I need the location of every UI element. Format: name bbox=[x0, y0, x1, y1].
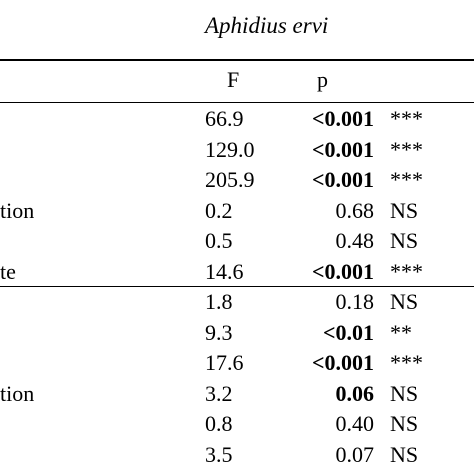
p-value: 0.68 bbox=[335, 197, 375, 223]
table-row: 17.6 <0.001 *** bbox=[0, 348, 474, 379]
significance-marker: *** bbox=[390, 258, 423, 284]
p-value: <0.001 bbox=[311, 136, 374, 162]
table-title: Aphidius ervi bbox=[205, 13, 329, 38]
p-value: 0.07 bbox=[335, 441, 375, 467]
p-value: <0.001 bbox=[311, 167, 374, 192]
f-value: 14.6 bbox=[205, 258, 244, 284]
significance-marker: NS bbox=[390, 197, 419, 223]
f-value: 17.6 bbox=[205, 350, 244, 375]
significance-marker: *** bbox=[390, 167, 423, 192]
table-row: tion 3.2 0.06 NS bbox=[0, 379, 474, 410]
p-value: <0.01 bbox=[322, 319, 374, 345]
f-value: 9.3 bbox=[205, 319, 233, 345]
significance-marker: *** bbox=[390, 136, 423, 162]
column-header-f: F bbox=[227, 67, 240, 92]
row-label: te bbox=[0, 258, 16, 284]
significance-marker: NS bbox=[390, 289, 419, 314]
p-value: <0.001 bbox=[311, 350, 374, 375]
significance-marker: NS bbox=[390, 411, 419, 436]
row-label: tion bbox=[0, 197, 35, 223]
significance-marker: *** bbox=[390, 106, 423, 131]
f-value: 0.5 bbox=[205, 228, 233, 253]
f-value: 0.2 bbox=[205, 197, 233, 223]
f-value: 3.2 bbox=[205, 380, 233, 406]
f-value: 129.0 bbox=[205, 136, 255, 162]
table-row: te 14.6 <0.001 *** bbox=[0, 257, 474, 288]
f-value: 1.8 bbox=[205, 289, 233, 314]
table-row: 1.8 0.18 NS bbox=[0, 287, 474, 318]
p-value: <0.001 bbox=[311, 106, 374, 131]
significance-marker: ** bbox=[390, 319, 412, 345]
table-row: 205.9 <0.001 *** bbox=[0, 165, 474, 196]
column-header-p: p bbox=[317, 67, 328, 92]
table-top-rule bbox=[0, 59, 474, 61]
header-rule bbox=[0, 102, 474, 103]
table-row: 129.0 <0.001 *** bbox=[0, 135, 474, 166]
f-value: 0.8 bbox=[205, 411, 233, 436]
f-value: 205.9 bbox=[205, 167, 255, 192]
p-value: 0.48 bbox=[335, 228, 375, 253]
table-row: 0.8 0.40 NS bbox=[0, 409, 474, 440]
table-row: 9.3 <0.01 ** bbox=[0, 318, 474, 349]
f-value: 3.5 bbox=[205, 441, 233, 467]
table-row: 0.5 0.48 NS bbox=[0, 226, 474, 257]
table-row: 3.5 0.07 NS bbox=[0, 440, 474, 471]
p-value: <0.001 bbox=[311, 258, 374, 284]
p-value: 0.18 bbox=[335, 289, 375, 314]
table-row: tion 0.2 0.68 NS bbox=[0, 196, 474, 227]
p-value: 0.40 bbox=[335, 411, 375, 436]
section-separator-rule bbox=[0, 286, 474, 287]
significance-marker: NS bbox=[390, 228, 419, 253]
p-value: 0.06 bbox=[335, 380, 375, 406]
significance-marker: *** bbox=[390, 350, 423, 375]
row-label: tion bbox=[0, 380, 35, 406]
table-row: 66.9 <0.001 *** bbox=[0, 104, 474, 135]
significance-marker: NS bbox=[390, 441, 419, 467]
significance-marker: NS bbox=[390, 380, 419, 406]
f-value: 66.9 bbox=[205, 106, 244, 131]
